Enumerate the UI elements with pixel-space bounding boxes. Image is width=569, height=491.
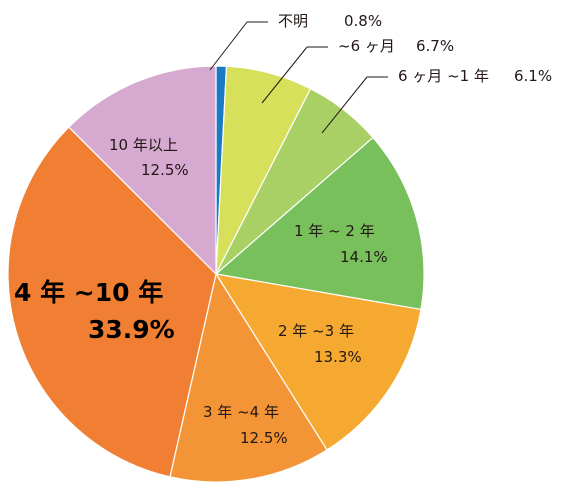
- pie-slice-4-to-10-years: [7, 126, 217, 478]
- slice-value-under-6-months: 6.7%: [416, 37, 454, 55]
- leader-line-6-months-to-1-year: [321, 76, 368, 134]
- leader-line-unknown: [209, 21, 248, 71]
- slice-value-3-to-4-years: 12.5%: [240, 429, 288, 447]
- pie-slice-over-10-years: [67, 65, 217, 276]
- slice-label-4-to-10-years: 4 年 ~10 年: [14, 278, 163, 307]
- slice-label-unknown: 不明: [278, 12, 308, 30]
- slice-value-1-to-2-years: 14.1%: [340, 248, 388, 266]
- pie-slices: [7, 65, 425, 483]
- slice-value-4-to-10-years: 33.9%: [88, 315, 175, 344]
- slice-label-over-10-years: 10 年以上: [109, 136, 178, 154]
- slice-value-6-months-to-1-year: 6.1%: [514, 67, 552, 85]
- slice-value-unknown: 0.8%: [344, 12, 382, 30]
- slice-label-under-6-months: ~6 ヶ月: [338, 37, 395, 55]
- slice-value-2-to-3-years: 13.3%: [314, 348, 362, 366]
- pie-slice-2-to-3-years: [214, 273, 422, 451]
- leader-line-under-6-months: [261, 46, 308, 104]
- slice-label-2-to-3-years: 2 年 ~3 年: [278, 322, 354, 340]
- slice-label-3-to-4-years: 3 年 ~4 年: [203, 403, 279, 421]
- pie-slice-3-to-4-years: [169, 272, 328, 483]
- slice-label-1-to-2-years: 1 年 ~ 2 年: [294, 222, 375, 240]
- pie-slice-1-to-2-years: [214, 136, 425, 311]
- slice-label-6-months-to-1-year: 6 ヶ月 ~1 年: [398, 67, 489, 85]
- slice-value-over-10-years: 12.5%: [141, 161, 189, 179]
